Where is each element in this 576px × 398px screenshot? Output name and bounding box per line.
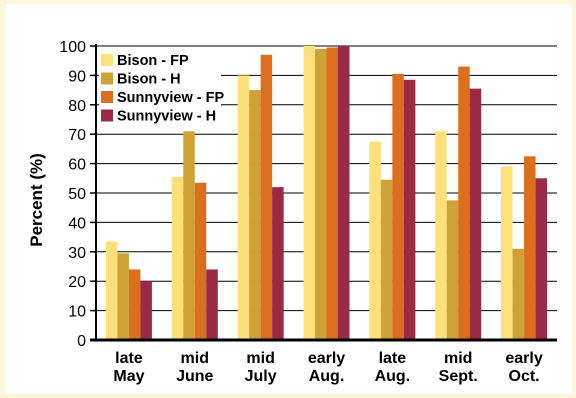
bar-sunnyview-h-5 bbox=[469, 88, 482, 340]
y-tick-label: 70 bbox=[68, 127, 86, 144]
bar-sunnyview-fp-6 bbox=[524, 156, 536, 340]
x-category-label: mid bbox=[444, 350, 472, 367]
y-tick-label: 60 bbox=[68, 157, 86, 174]
bar-sunnyview-fp-4 bbox=[392, 73, 404, 341]
bar-sunnyview-h-3 bbox=[338, 46, 350, 340]
bar-bison-h-6 bbox=[512, 248, 525, 340]
x-category-label: Aug. bbox=[375, 368, 411, 385]
x-category-label: May bbox=[113, 368, 144, 385]
y-tick-label: 10 bbox=[68, 304, 86, 321]
bar-bison-h-0 bbox=[117, 253, 129, 340]
bar-sunnyview-fp-5 bbox=[458, 66, 470, 340]
y-tick-label: 80 bbox=[68, 98, 86, 115]
bar-bison-h-5 bbox=[446, 200, 459, 340]
legend-label: Sunnyview - FP bbox=[117, 90, 224, 106]
bar-sunnyview-h-4 bbox=[403, 79, 416, 340]
x-category-labels: lateMaymidJunemidJulyearlyAug.lateAug.mi… bbox=[113, 350, 542, 385]
y-tick-label: 20 bbox=[68, 274, 86, 291]
legend-background bbox=[99, 49, 221, 127]
bar-sunnyview-fp-0 bbox=[128, 269, 141, 340]
bar-bison-h-4 bbox=[380, 179, 393, 340]
x-category-label: Sept. bbox=[439, 368, 478, 385]
x-category-label: early bbox=[308, 350, 345, 367]
x-category-label: late bbox=[115, 350, 143, 367]
bar-bison-fp-5 bbox=[435, 131, 447, 340]
bar-sunnyview-fp-1 bbox=[194, 182, 207, 340]
bar-bison-h-3 bbox=[315, 48, 327, 340]
legend-swatch bbox=[101, 54, 113, 66]
legend-swatch bbox=[101, 91, 113, 103]
axes bbox=[90, 44, 557, 342]
x-category-label: Oct. bbox=[509, 368, 540, 385]
y-tick-label: 40 bbox=[68, 215, 86, 232]
bars bbox=[105, 46, 548, 341]
bar-bison-fp-6 bbox=[501, 166, 513, 340]
y-tick-label: 50 bbox=[68, 186, 86, 203]
bar-sunnyview-fp-2 bbox=[260, 54, 273, 340]
legend-label: Sunnyview - H bbox=[117, 109, 216, 125]
bar-bison-fp-0 bbox=[105, 241, 118, 340]
bar-bison-fp-3 bbox=[303, 46, 315, 340]
x-category-label: early bbox=[505, 350, 542, 367]
y-tick-label: 100 bbox=[59, 39, 86, 56]
bar-bison-fp-1 bbox=[171, 176, 184, 340]
y-axis-label: Percent (%) bbox=[27, 153, 46, 247]
bar-sunnyview-h-6 bbox=[535, 178, 548, 340]
y-tick-label: 30 bbox=[68, 245, 86, 262]
legend-label: Bison - FP bbox=[117, 53, 189, 69]
x-category-label: late bbox=[379, 350, 407, 367]
bar-bison-fp-4 bbox=[369, 141, 381, 340]
x-category-label: Aug. bbox=[309, 368, 345, 385]
y-tick-label: 0 bbox=[77, 333, 86, 350]
legend-swatch bbox=[101, 109, 113, 122]
x-category-label: July bbox=[245, 368, 277, 385]
y-tick-label: 90 bbox=[68, 68, 86, 85]
bar-sunnyview-fp-3 bbox=[326, 47, 338, 340]
x-category-label: June bbox=[176, 368, 213, 385]
bar-sunnyview-h-2 bbox=[272, 187, 284, 340]
bar-bison-h-1 bbox=[183, 131, 195, 340]
legend-swatch bbox=[101, 72, 113, 85]
legend-label: Bison - H bbox=[117, 72, 181, 88]
bar-sunnyview-h-0 bbox=[140, 281, 152, 340]
legend: Bison - FP Bison - H Sunnyview - FP Sunnyvi… bbox=[99, 49, 224, 127]
bar-bison-h-2 bbox=[249, 90, 261, 340]
bar-bison-fp-2 bbox=[237, 75, 250, 341]
bar-sunnyview-h-1 bbox=[206, 269, 218, 340]
x-category-label: mid bbox=[246, 350, 274, 367]
x-category-label: mid bbox=[181, 350, 209, 367]
y-tick-labels: 0 10 20 30 40 50 60 70 80 90 100 bbox=[59, 39, 86, 350]
